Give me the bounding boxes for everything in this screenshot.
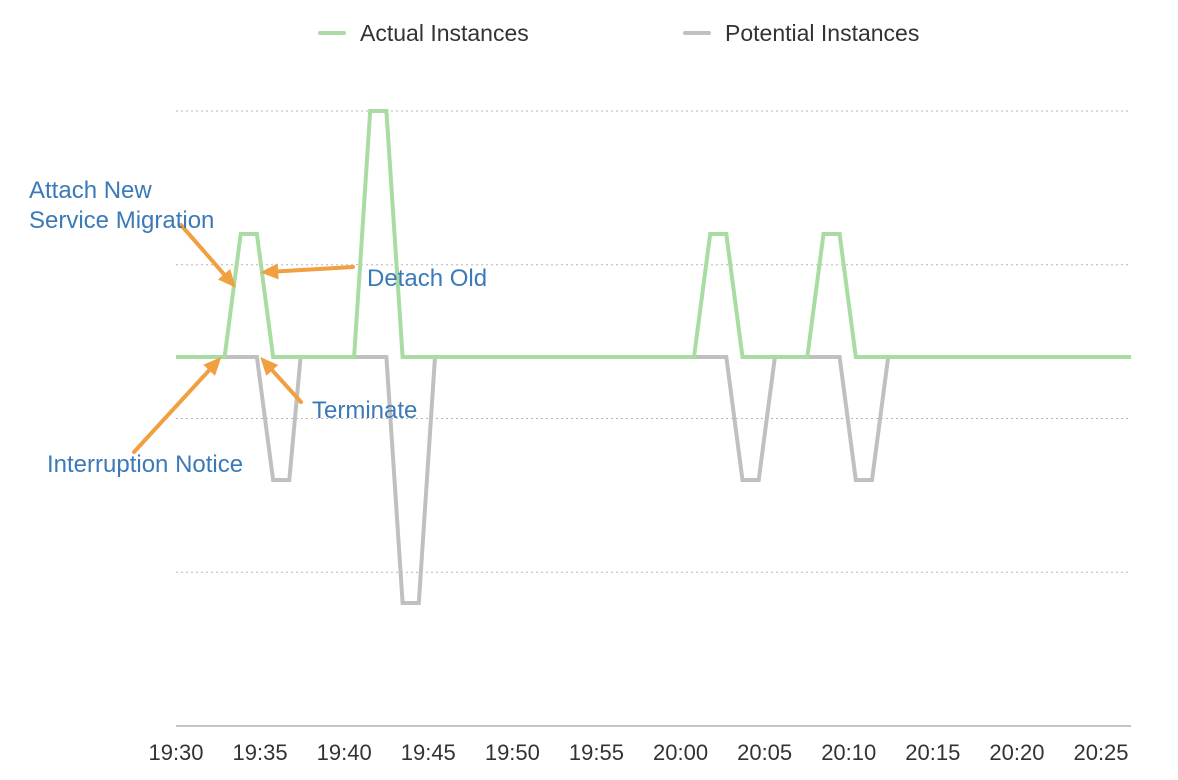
legend-label-1: Actual Instances xyxy=(360,20,529,46)
annotation-arrows xyxy=(132,223,355,454)
x-tick-label: 20:25 xyxy=(1073,740,1128,765)
x-tick-label: 19:40 xyxy=(317,740,372,765)
annotation-3-label: Terminate xyxy=(312,397,417,424)
x-tick-label: 20:00 xyxy=(653,740,708,765)
annotation-4-label: Interruption Notice xyxy=(47,451,243,478)
series-line-2 xyxy=(176,355,1131,605)
x-tick-label: 19:30 xyxy=(148,740,203,765)
series-lines xyxy=(175,109,1132,605)
legend-label-2: Potential Instances xyxy=(725,20,919,46)
arrow-3-shaft xyxy=(270,368,303,404)
x-tick-label: 19:50 xyxy=(485,740,540,765)
x-tick-label: 19:45 xyxy=(401,740,456,765)
x-tick-labels: 19:30 19:35 19:40 19:45 19:50 19:55 20:00 20:05… xyxy=(148,740,1128,765)
x-tick-label: 19:35 xyxy=(233,740,288,765)
annotation-1-label: Service Migration xyxy=(29,207,214,234)
x-tick-label: 20:15 xyxy=(905,740,960,765)
legend: Actual Instances Potential Instances xyxy=(318,20,919,46)
gridlines xyxy=(176,110,1131,573)
arrow-1-head xyxy=(218,269,236,288)
arrow-3-head xyxy=(260,357,279,376)
series-line-1 xyxy=(176,109,1131,359)
arrow-2-head xyxy=(260,263,279,280)
arrow-4-head xyxy=(203,357,222,376)
annotation-1-label: Attach New xyxy=(29,177,152,204)
annotation-labels: Attach New Service Migration Detach Old Ter… xyxy=(29,177,487,478)
x-tick-label: 20:10 xyxy=(821,740,876,765)
x-tick-label: 20:20 xyxy=(989,740,1044,765)
arrow-2-shaft xyxy=(276,265,355,274)
x-tick-label: 20:05 xyxy=(737,740,792,765)
annotation-2-label: Detach Old xyxy=(367,265,487,292)
arrow-1-shaft xyxy=(179,223,227,277)
x-tick-label: 19:55 xyxy=(569,740,624,765)
arrow-4-shaft xyxy=(132,368,212,454)
